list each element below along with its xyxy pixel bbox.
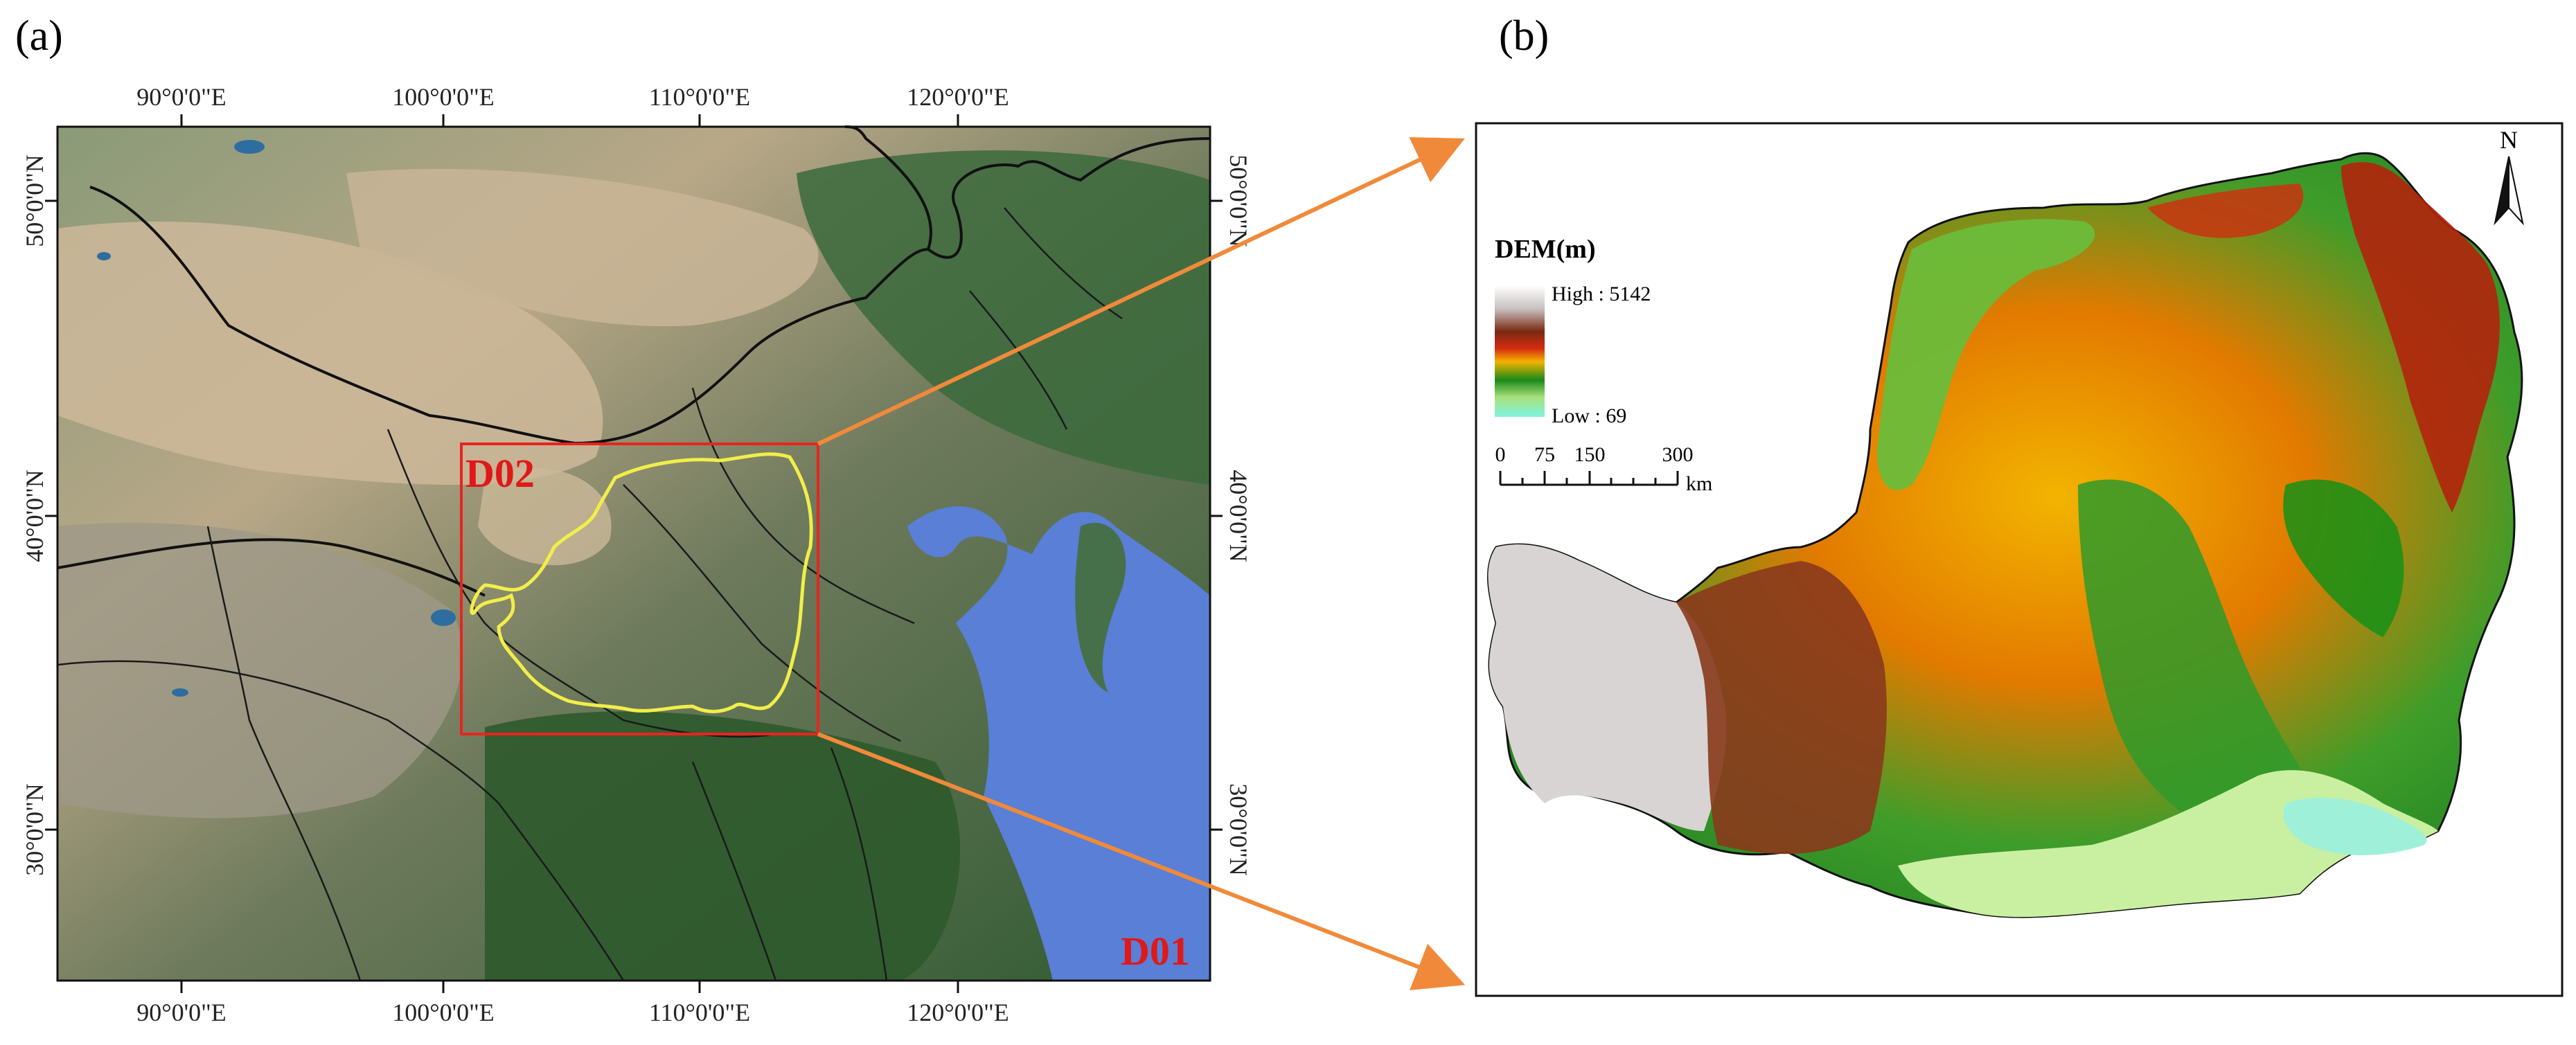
lon-label-top-100: 100°0'0"E bbox=[392, 83, 495, 111]
dem-map bbox=[1487, 152, 2523, 918]
satellite-map bbox=[56, 125, 1211, 982]
lat-label-left-30: 30°0'0"N bbox=[21, 783, 48, 876]
panel-a-label: (a) bbox=[15, 12, 63, 60]
lat-label-right-40: 40°0'0"N bbox=[1225, 470, 1252, 562]
scale-tick-75: 75 bbox=[1534, 443, 1555, 466]
scale-tick-300: 300 bbox=[1662, 443, 1694, 466]
lon-label-bottom-90: 90°0'0"E bbox=[136, 999, 226, 1026]
lat-label-left-40: 40°0'0"N bbox=[21, 470, 48, 562]
lon-label-top-120: 120°0'0"E bbox=[907, 83, 1009, 111]
lon-label-bottom-120: 120°0'0"E bbox=[907, 999, 1009, 1026]
domain-d01-label: D01 bbox=[1121, 929, 1190, 974]
domain-d02-label: D02 bbox=[465, 451, 535, 496]
scale-bar: 0 75 150 300 km bbox=[1495, 443, 1713, 495]
lon-label-top-90: 90°0'0"E bbox=[136, 83, 226, 111]
legend-low: Low : 69 bbox=[1552, 404, 1626, 427]
lon-label-top-110: 110°0'0"E bbox=[649, 83, 750, 111]
panel-b-label: (b) bbox=[1499, 12, 1549, 60]
lat-label-right-30: 30°0'0"N bbox=[1225, 783, 1252, 876]
north-label: N bbox=[2500, 126, 2518, 154]
legend-color-ramp bbox=[1495, 285, 1545, 417]
domain-d02-box bbox=[460, 443, 819, 735]
study-area-outline bbox=[470, 452, 813, 713]
connector-arrow-bottom bbox=[817, 732, 1466, 990]
lat-label-left-50: 50°0'0"N bbox=[21, 154, 48, 247]
scale-tick-150: 150 bbox=[1574, 443, 1606, 466]
north-arrow: N bbox=[2494, 126, 2524, 226]
legend-high: High : 5142 bbox=[1552, 283, 1651, 305]
scale-tick-0: 0 bbox=[1495, 443, 1506, 466]
lat-label-right-50: 50°0'0"N bbox=[1225, 154, 1252, 247]
lon-label-bottom-110: 110°0'0"E bbox=[649, 999, 750, 1026]
scale-unit: km bbox=[1686, 472, 1712, 495]
panel-b: (b) N DEM(m) bbox=[1475, 12, 2564, 997]
dem-legend: DEM(m) High : 5142 Low : 69 bbox=[1495, 235, 1651, 427]
panel-a: (a) bbox=[15, 12, 1252, 1026]
connector-arrow-top bbox=[817, 137, 1465, 446]
lon-label-bottom-100: 100°0'0"E bbox=[392, 999, 495, 1026]
legend-title: DEM(m) bbox=[1495, 235, 1596, 264]
